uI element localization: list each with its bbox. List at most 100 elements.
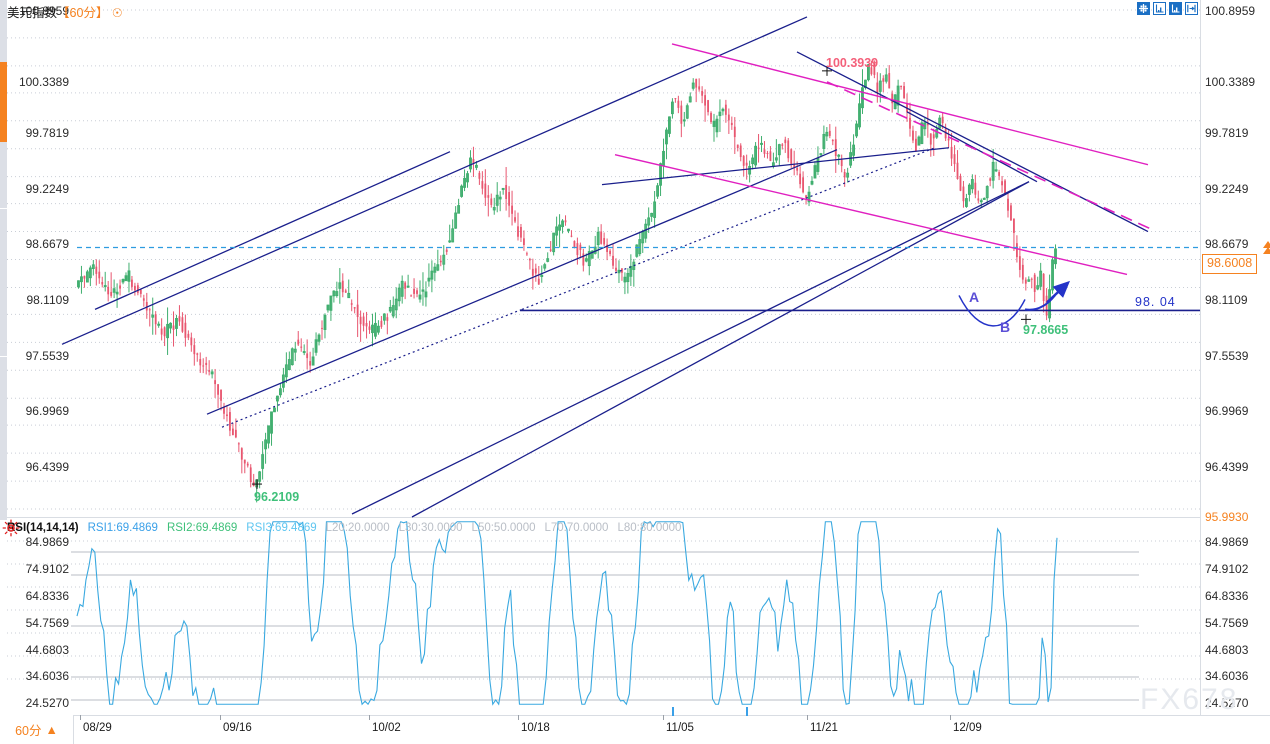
price-axis-tick-label: 100.8959 [1205, 4, 1256, 18]
price-axis-bottom-label: 95.9930 [1205, 510, 1249, 524]
rsi-legend-l30: L30:30.0000 [398, 522, 463, 534]
time-axis-label: 11/21 [810, 722, 838, 734]
rsi-level-lines [71, 551, 1139, 701]
chart-toolbar[interactable] [1137, 2, 1198, 15]
edge-divider [0, 208, 7, 209]
indicator-settings-sun-icon[interactable] [2, 519, 20, 537]
rsi-axis-left-label: 84.9869 [25, 535, 69, 549]
swing-low-label: 96.2109 [254, 490, 300, 504]
edge-divider [0, 356, 7, 357]
price-chart-panel[interactable]: 美元指数【60分】 ☉ 100.3939 96.2109 97.8665 98.… [7, 0, 1206, 518]
rsi-gridlines [7, 540, 1200, 680]
price-axis-tick-label: 96.9969 [1205, 404, 1249, 418]
pan-tool-icon[interactable] [1137, 2, 1150, 15]
key-point-crosshairs [252, 65, 1031, 490]
time-axis-bottom[interactable] [0, 715, 1270, 744]
timeframe-marker-icon: ▲ [45, 722, 58, 737]
magenta-trendlines [614, 43, 1149, 276]
price-axis-left-label: 96.9969 [25, 404, 69, 418]
rsi-axis-left-label: 74.9102 [25, 562, 69, 576]
price-axis-left-label: 99.7819 [25, 126, 69, 140]
rsi-axis-left-label: 54.7569 [25, 616, 69, 630]
recent-low-label: 97.8665 [1023, 323, 1069, 337]
price-axis-left-label: 98.1109 [26, 293, 70, 307]
time-axis-label: 09/16 [223, 722, 252, 734]
rsi-legend-name: RSI(14,14,14) [7, 522, 79, 534]
price-axis-tick-label: 97.5539 [1205, 349, 1249, 363]
wave-rebound-arrow [1046, 280, 1071, 304]
price-chart-canvas [7, 9, 1206, 518]
navy-dotted-midline [221, 147, 936, 428]
time-axis-tick [80, 715, 81, 720]
price-axis-left-label: 96.4399 [25, 460, 69, 474]
rsi-line-series [76, 520, 1058, 706]
scale-y-tool-icon[interactable] [1153, 2, 1166, 15]
timeframe-badge[interactable]: 60分 ▲ [0, 715, 74, 744]
rsi-axis-tick-label: 64.8336 [1205, 589, 1249, 603]
rsi-axis-tick-label: 34.6036 [1205, 669, 1249, 683]
price-axis-left[interactable]: 100.8959 100.3389 99.7819 99.2249 98.667… [7, 0, 73, 715]
time-axis-tick [950, 715, 951, 720]
price-axis-right[interactable]: 100.8959 100.3389 99.7819 99.2249 98.667… [1200, 0, 1270, 715]
navy-trendlines [61, 16, 1030, 518]
wave-a-label: A [969, 289, 980, 305]
rsi-legend-rsi1: RSI1:69.4869 [87, 522, 158, 534]
rsi-legend-rsi3: RSI3:69.4869 [246, 522, 317, 534]
price-axis-left-label: 100.8959 [18, 4, 69, 18]
watermark: FX678 [1140, 683, 1239, 716]
price-axis-left-label: 98.6679 [25, 237, 69, 251]
rsi-axis-left-label: 64.8336 [25, 589, 69, 603]
rsi-legend-l70: L70:70.0000 [544, 522, 609, 534]
chart-title: 美元指数【60分】 ☉ [7, 2, 123, 21]
rsi-axis-left-label: 24.5270 [25, 696, 69, 710]
rsi-chart-canvas [7, 520, 1200, 706]
time-axis-label: 12/09 [953, 722, 982, 734]
time-axis-tick [807, 715, 808, 720]
price-axis-left-label: 99.2249 [25, 182, 69, 196]
price-axis-left-label: 100.3389 [18, 75, 69, 89]
left-edge-scrollbar[interactable] [0, 0, 7, 520]
rsi-indicator-panel[interactable]: RSI(14,14,14) RSI1:69.4869 RSI2:69.4869 RSI… [7, 519, 1200, 715]
time-axis-tick [663, 715, 664, 720]
rsi-axis-left-label: 44.6803 [25, 643, 69, 657]
rsi-legend: RSI(14,14,14) RSI1:69.4869 RSI2:69.4869 RSI… [7, 522, 690, 535]
time-axis-tick [518, 715, 519, 720]
swing-high-label: 100.3939 [826, 56, 879, 70]
time-selection-bracket[interactable] [672, 707, 748, 716]
price-axis-tick-label: 100.3389 [1205, 75, 1256, 89]
wave-b-label: B [1000, 319, 1011, 335]
magenta-dashed-trendline [826, 81, 1151, 230]
price-axis-tick-label: 98.1109 [1205, 293, 1248, 307]
time-axis-label: 08/29 [83, 722, 112, 734]
price-direction-arrow-icon [1263, 241, 1270, 248]
rsi-axis-tick-label: 24.5270 [1205, 696, 1249, 710]
rsi-axis-tick-label: 74.9102 [1205, 562, 1249, 576]
chart-symbol: 美元指数 [7, 6, 58, 20]
crosshair-target-icon[interactable]: ☉ [111, 6, 123, 20]
rsi-axis-left-label: 34.6036 [25, 669, 69, 683]
price-axis-tick-label: 99.7819 [1205, 126, 1249, 140]
current-price-badge[interactable]: 98.6008 [1202, 254, 1258, 274]
price-axis-left-label: 97.5539 [25, 349, 69, 363]
rsi-axis-tick-label: 54.7569 [1205, 616, 1249, 630]
price-gridlines [7, 9, 1200, 510]
time-axis-label: 10/18 [521, 722, 550, 734]
rsi-axis-tick-label: 44.6803 [1205, 643, 1249, 657]
price-axis-tick-label: 96.4399 [1205, 460, 1249, 474]
chart-period: 【60分】 [57, 6, 109, 20]
rsi-legend-l80: L80:80.0000 [617, 522, 682, 534]
wave-rebound-arrow-tail [1024, 294, 1056, 311]
time-axis-label: 11/05 [666, 722, 694, 734]
rsi-axis-tick-label: 84.9869 [1205, 535, 1249, 549]
candlestick-series [77, 60, 1057, 503]
time-axis-tick [220, 715, 221, 720]
time-axis-label: 10/02 [372, 722, 401, 734]
scale-x-tool-icon[interactable] [1169, 2, 1182, 15]
support-level-label: 98. 04 [1135, 295, 1176, 309]
fit-right-tool-icon[interactable] [1185, 2, 1198, 15]
left-edge-scrollbar-thumb[interactable] [0, 62, 7, 142]
rsi-legend-l20: L20:20.0000 [325, 522, 390, 534]
price-axis-tick-label: 98.6679 [1205, 237, 1249, 251]
time-axis-tick [369, 715, 370, 720]
